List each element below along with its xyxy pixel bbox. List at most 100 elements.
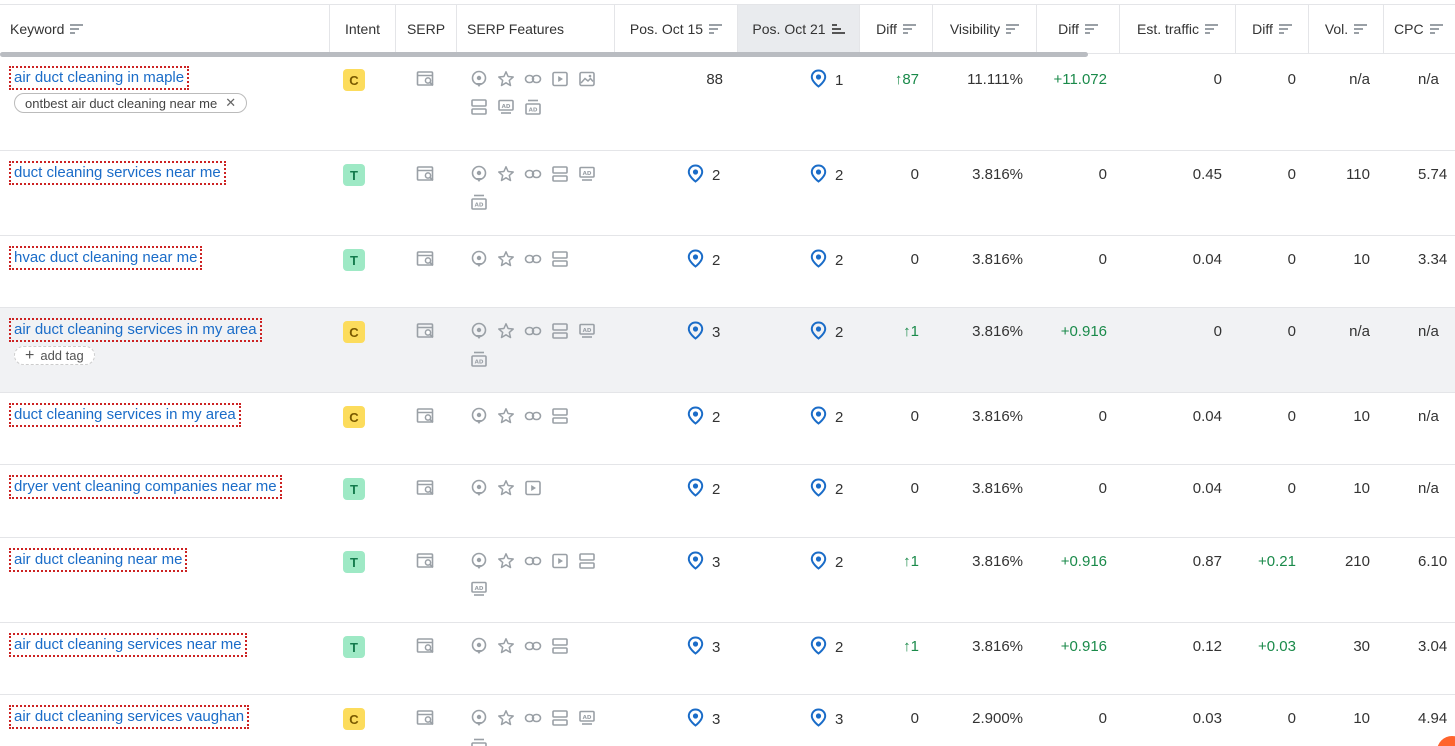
visibility-diff: +0.916 [1060, 553, 1107, 570]
local-pack-position-icon [687, 636, 704, 659]
video-icon [551, 552, 569, 570]
col-est-traffic[interactable]: Est. traffic [1120, 5, 1236, 53]
pos-oct15: 88 [706, 71, 723, 88]
est-traffic-value: 0 [1213, 323, 1222, 340]
pos-oct21: 2 [810, 551, 843, 574]
star-icon [497, 70, 515, 88]
link-icon [524, 250, 542, 268]
ads-bottom-icon: AD [524, 98, 542, 116]
star-icon [497, 165, 515, 183]
keyword-link[interactable]: air duct cleaning near me [9, 548, 188, 572]
col-diff-traffic[interactable]: Diff [1236, 5, 1309, 53]
serp-snapshot-icon[interactable] [416, 70, 436, 92]
intent-badge: C [343, 321, 365, 343]
intent-badge: C [343, 69, 365, 91]
est-traffic-value: 0.45 [1192, 166, 1222, 183]
local-pack-position-icon [810, 321, 827, 344]
intent-badge: C [343, 708, 365, 730]
keyword-link[interactable]: duct cleaning services near me [9, 161, 226, 185]
svg-text:AD: AD [502, 104, 511, 110]
local-pack-position-icon [810, 249, 827, 272]
col-cpc[interactable]: CPC [1384, 5, 1455, 53]
local-pack-position-icon [810, 708, 827, 731]
link-icon [524, 322, 542, 340]
serp-snapshot-icon[interactable] [416, 552, 436, 574]
keyword-link[interactable]: air duct cleaning services vaughan [9, 705, 250, 729]
cpc-value: 5.74 [1418, 166, 1448, 183]
pos-oct15: 2 [687, 249, 720, 272]
keyword-link[interactable]: hvac duct cleaning near me [9, 246, 203, 270]
pos-oct21: 2 [810, 249, 843, 272]
col-serp-features[interactable]: SERP Features [457, 5, 615, 53]
position-diff: ↑87 [894, 71, 919, 88]
keyword-link[interactable]: air duct cleaning in maple [9, 66, 190, 90]
local-pack-icon [470, 250, 488, 268]
position-diff: 0 [910, 710, 919, 727]
local-pack-icon [470, 552, 488, 570]
ads-mid-icon: AD [578, 165, 596, 183]
col-pos-oct21[interactable]: Pos. Oct 21 [738, 5, 860, 53]
add-tag-button[interactable]: + add tag [14, 346, 95, 365]
traffic-diff: 0 [1287, 251, 1296, 268]
serp-snapshot-icon[interactable] [416, 407, 436, 429]
keyword-link[interactable]: dryer vent cleaning companies near me [9, 475, 282, 499]
visibility-diff: +11.072 [1053, 71, 1107, 88]
table-row: air duct cleaning services vaughan C AD AD 3… [0, 695, 1455, 746]
keyword-link[interactable]: air duct cleaning services near me [9, 633, 247, 657]
col-diff-position[interactable]: Diff [860, 5, 933, 53]
col-pos-oct15[interactable]: Pos. Oct 15 [615, 5, 738, 53]
table-row: dryer vent cleaning companies near me T 2 2… [0, 465, 1455, 538]
sort-icon [1006, 24, 1020, 34]
col-intent[interactable]: Intent [330, 5, 396, 53]
star-icon [497, 407, 515, 425]
svg-text:AD: AD [475, 586, 484, 592]
keyword-link[interactable]: air duct cleaning services in my area [9, 318, 262, 342]
local-pack-position-icon [810, 478, 827, 501]
col-diff-visibility[interactable]: Diff [1037, 5, 1120, 53]
ads-top-icon [551, 165, 569, 183]
col-serp[interactable]: SERP [396, 5, 457, 53]
intent-badge: T [343, 478, 365, 500]
keyword-link[interactable]: duct cleaning services in my area [9, 403, 241, 427]
chat-widget-icon[interactable] [1437, 736, 1455, 746]
serp-snapshot-icon[interactable] [416, 165, 436, 187]
serp-snapshot-icon[interactable] [416, 637, 436, 659]
est-traffic-value: 0.04 [1192, 408, 1222, 425]
table-row: duct cleaning services in my area C 2 2 0 3.8… [0, 393, 1455, 465]
intent-badge: T [343, 164, 365, 186]
close-icon[interactable]: ✕ [225, 95, 237, 110]
col-visibility[interactable]: Visibility [933, 5, 1037, 53]
intent-badge: T [343, 249, 365, 271]
traffic-diff: 0 [1287, 166, 1296, 183]
est-traffic-value: 0.04 [1192, 480, 1222, 497]
pos-oct15: 2 [687, 406, 720, 429]
est-traffic-value: 0.03 [1192, 710, 1222, 727]
local-pack-position-icon [687, 551, 704, 574]
serp-snapshot-icon[interactable] [416, 709, 436, 731]
serp-snapshot-icon[interactable] [416, 322, 436, 344]
visibility-value: 3.816% [972, 553, 1023, 570]
serp-snapshot-icon[interactable] [416, 250, 436, 272]
svg-text:AD: AD [583, 715, 592, 721]
serp-snapshot-icon[interactable] [416, 479, 436, 501]
star-icon [497, 322, 515, 340]
sort-active-icon [831, 24, 845, 34]
ads-mid-icon: AD [578, 709, 596, 727]
local-pack-position-icon [687, 164, 704, 187]
svg-text:AD: AD [475, 359, 484, 365]
local-pack-position-icon [687, 708, 704, 731]
local-pack-icon [470, 637, 488, 655]
horizontal-scrollbar[interactable] [0, 52, 1088, 57]
local-pack-position-icon [810, 636, 827, 659]
star-icon [497, 709, 515, 727]
link-icon [524, 407, 542, 425]
col-volume[interactable]: Vol. [1309, 5, 1384, 53]
ads-top-icon [551, 322, 569, 340]
image-icon [578, 70, 596, 88]
star-icon [497, 250, 515, 268]
visibility-diff: 0 [1098, 408, 1107, 425]
sort-icon [1429, 24, 1443, 34]
keyword-tag[interactable]: ontbest air duct cleaning near me ✕ [14, 93, 248, 113]
col-keyword[interactable]: Keyword [0, 5, 330, 53]
local-pack-position-icon [810, 164, 827, 187]
